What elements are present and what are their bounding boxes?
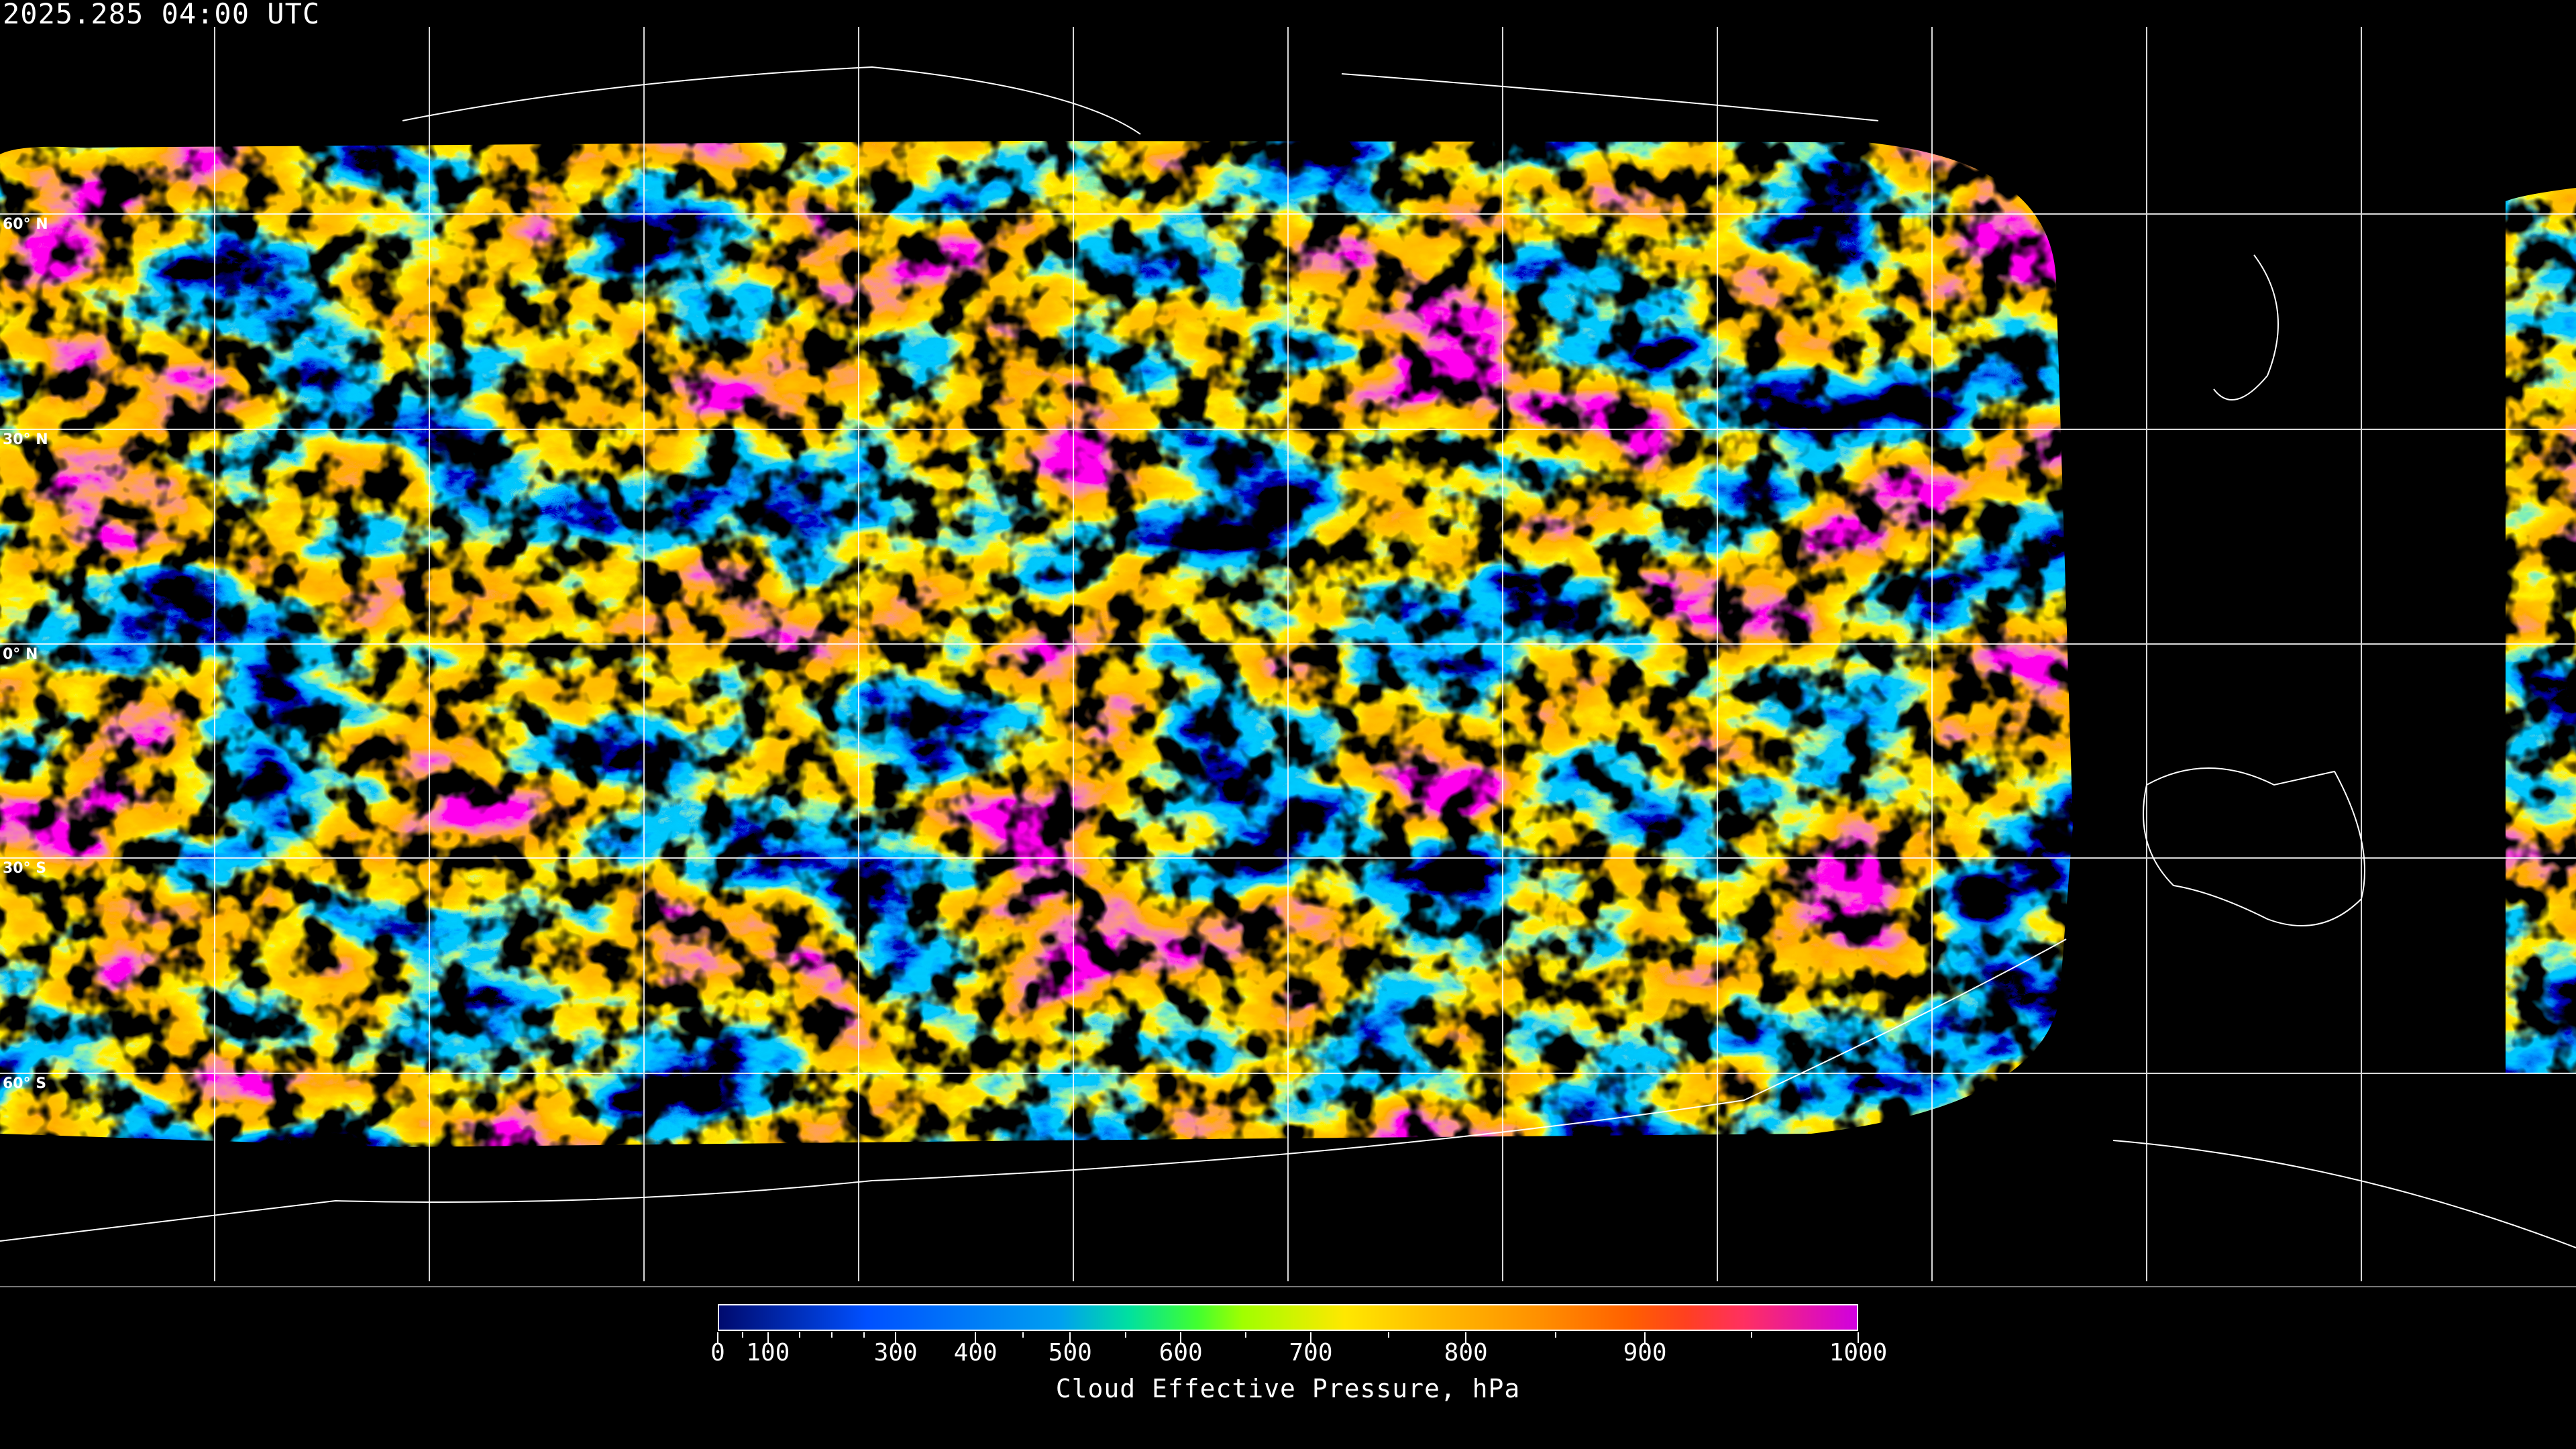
colorbar-minor-tick [1022, 1332, 1024, 1338]
latitude-label: 0° N [3, 646, 38, 663]
colorbar-major-tick [767, 1332, 769, 1343]
colorbar-minor-tick [742, 1332, 744, 1338]
colorbar-tick-label: 0 [710, 1339, 725, 1366]
colorbar-tick-label: 1000 [1829, 1339, 1888, 1366]
latitude-label: 60° N [3, 216, 48, 233]
colorbar-major-tick [1069, 1332, 1071, 1343]
colorbar-tick-label: 800 [1444, 1339, 1488, 1366]
colorbar-tick-label: 700 [1289, 1339, 1333, 1366]
colorbar-minor-tick [863, 1332, 865, 1338]
colorbar-tick-label: 400 [953, 1339, 998, 1366]
latitude-label: 60° S [3, 1075, 46, 1092]
timestamp-title: 2025.285 04:00 UTC [3, 0, 321, 30]
latitude-label: 30° N [3, 431, 48, 448]
colorbar-tick-label: 100 [746, 1339, 790, 1366]
latitude-labels: 60° N 30° N 0° N 30° S 60° S [3, 216, 48, 1092]
colorbar-minor-tick [1124, 1332, 1126, 1338]
colorbar-tick-label: 500 [1048, 1339, 1092, 1366]
colorbar-title: Cloud Effective Pressure, hPa [1055, 1374, 1521, 1403]
colorbar-tick-label: 600 [1159, 1339, 1203, 1366]
colorbar-minor-tick [1245, 1332, 1247, 1338]
colorbar-minor-tick [1554, 1332, 1556, 1338]
colorbar-major-tick [1644, 1332, 1646, 1343]
colorbar-major-tick [1858, 1332, 1859, 1343]
colorbar [718, 1304, 1858, 1331]
colorbar-major-tick [975, 1332, 977, 1343]
colorbar-major-tick [717, 1332, 718, 1343]
colorbar-major-tick [1465, 1332, 1467, 1343]
colorbar-tick-label: 900 [1623, 1339, 1667, 1366]
latitude-label: 30° S [3, 860, 46, 877]
graticule [0, 27, 2576, 1281]
colorbar-minor-tick [831, 1332, 833, 1338]
colorbar-minor-tick [1387, 1332, 1389, 1338]
colorbar-minor-tick [1751, 1332, 1753, 1338]
colorbar-minor-tick [799, 1332, 801, 1338]
colorbar-tick-label: 300 [873, 1339, 918, 1366]
colorbar-major-tick [1310, 1332, 1311, 1343]
colorbar-major-tick [1180, 1332, 1182, 1343]
colorbar-major-tick [895, 1332, 897, 1343]
